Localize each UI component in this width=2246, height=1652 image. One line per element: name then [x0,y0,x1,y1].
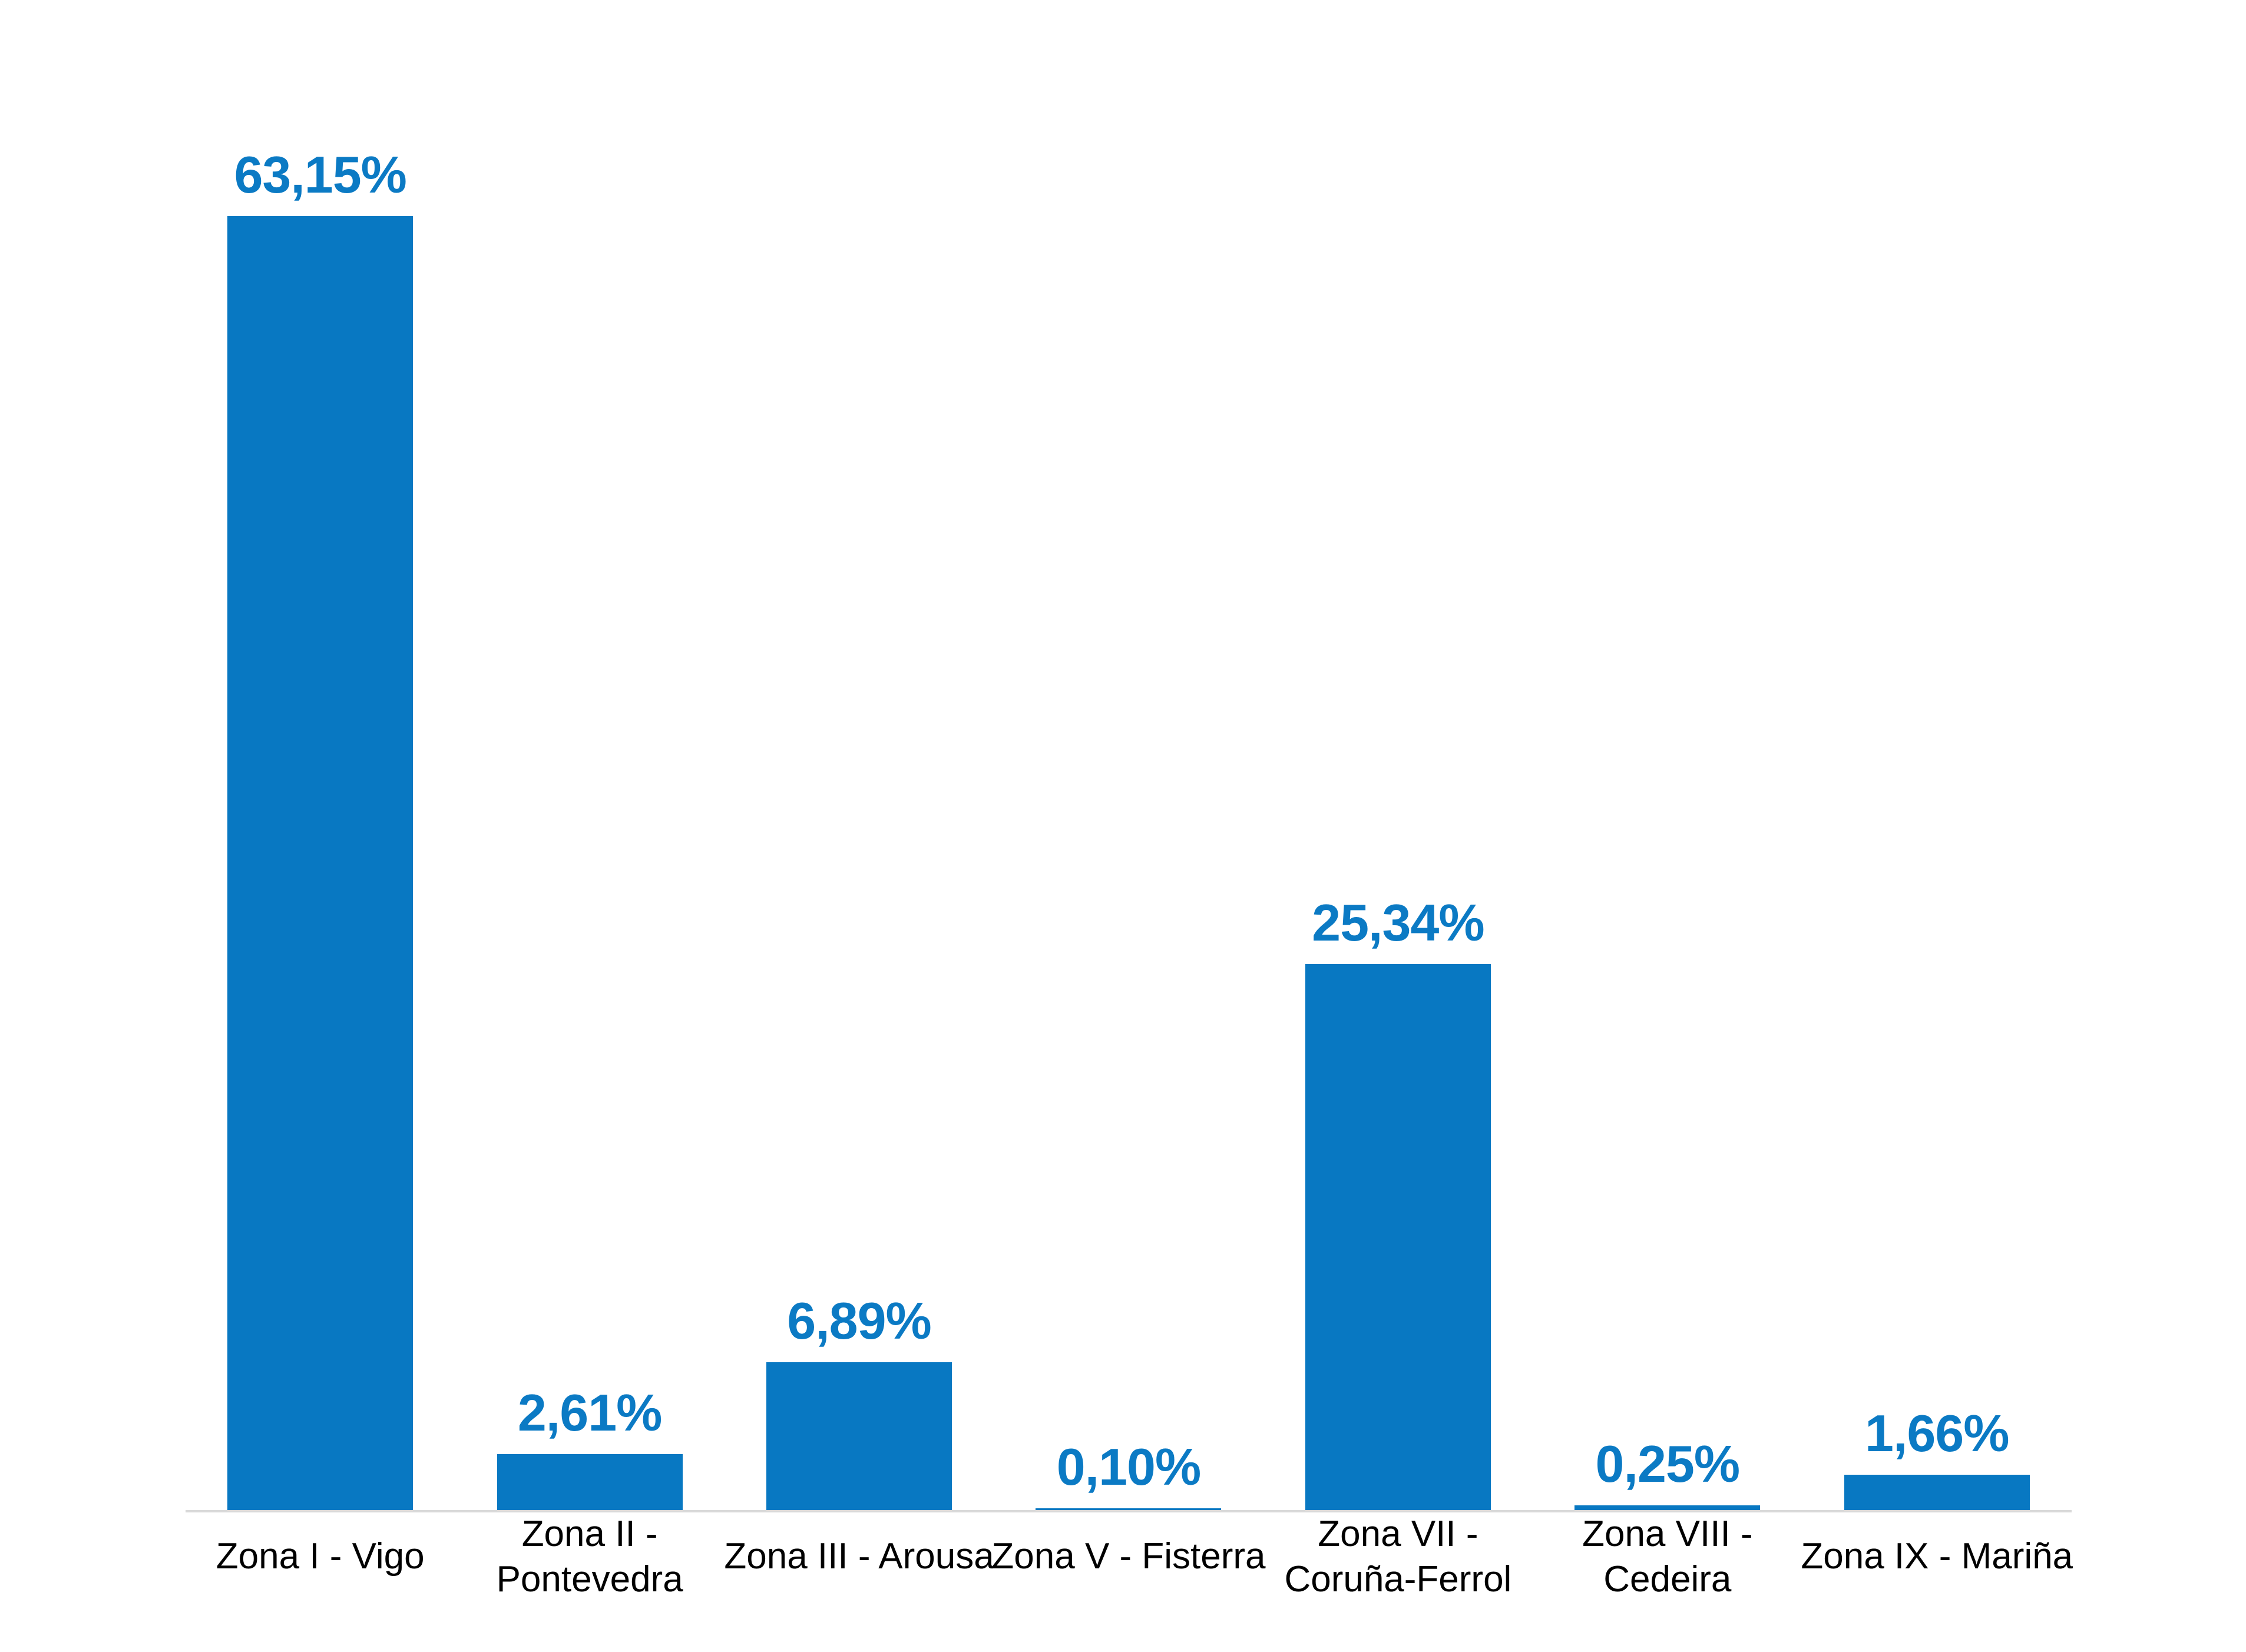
bar [766,1362,952,1511]
value-label: 25,34% [1312,893,1484,952]
bar-group-zona-i: 63,15% [186,149,455,1511]
bar [497,1454,683,1511]
value-label: 6,89% [787,1291,932,1350]
value-label: 2,61% [517,1383,663,1442]
category-label-zona-viii: Zona VIII - Cedeira [1582,1513,1753,1600]
plot-area: 63,15% 2,61% 6,89% 0,10% 25,34% 0,25% 1,… [186,149,2072,1511]
bar [1036,1508,1222,1511]
category-label-zona-ix: Zona IX - Mariña [1801,1536,2073,1577]
x-axis-line [186,1510,2072,1512]
category-axis: Zona I - Vigo Zona II - Pontevedra Zona … [186,1512,2073,1601]
bar-group-zona-v: 0,10% [994,149,1263,1511]
bar-group-zona-viii: 0,25% [1533,149,1802,1511]
bar-group-zona-ix: 1,66% [1802,149,2072,1511]
value-label: 0,10% [1056,1438,1202,1497]
category-label-zona-v: Zona V - Fisterra [991,1536,1266,1577]
category-label-zona-i: Zona I - Vigo [216,1536,425,1577]
value-label: 0,25% [1595,1434,1741,1493]
value-label: 63,15% [234,145,406,204]
bar-group-zona-ii: 2,61% [455,149,724,1511]
bar-group-zona-vii: 25,34% [1263,149,1533,1511]
category-label-zona-ii: Zona II - Pontevedra [496,1513,683,1600]
bar-group-zona-iii: 6,89% [725,149,994,1511]
category-label-zona-iii: Zona III - Arousa [724,1536,994,1577]
bar [1574,1505,1761,1511]
bar [1844,1475,2030,1511]
bar [227,216,414,1511]
category-label-zona-vii: Zona VII - Coruña-Ferrol [1284,1513,1512,1600]
value-label: 1,66% [1864,1404,2010,1463]
bar [1305,964,1491,1511]
